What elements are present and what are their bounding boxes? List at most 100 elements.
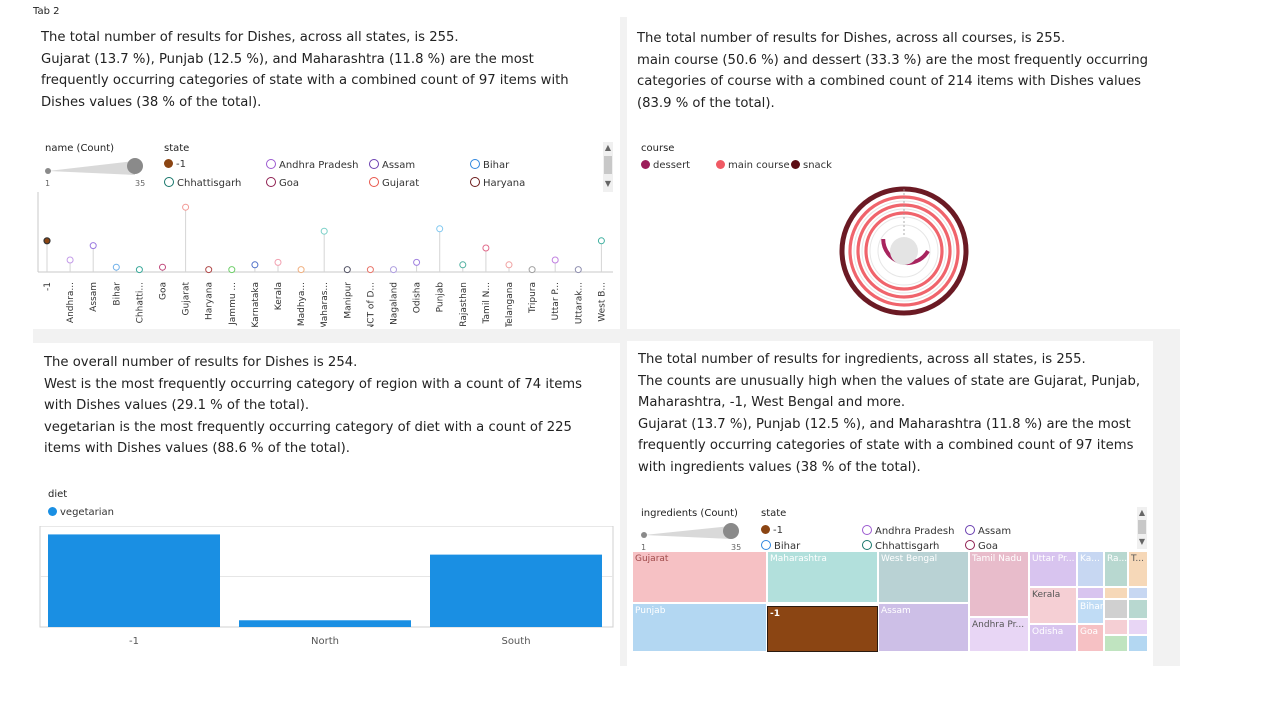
panel4-summary: The total number of results for ingredie… <box>638 349 1148 478</box>
bar <box>239 620 411 627</box>
treemap-cell-small[interactable] <box>1104 599 1128 619</box>
lollipop-point <box>251 261 259 269</box>
legend-marker <box>369 177 379 187</box>
treemap-cell[interactable]: Andhra Pr... <box>969 617 1029 652</box>
legend-item-state[interactable]: Goa <box>965 540 998 551</box>
legend-item-course[interactable]: dessert <box>641 160 690 171</box>
legend-item-diet[interactable]: vegetarian <box>48 507 114 518</box>
summary-line: The counts are unusually high when the v… <box>638 373 1141 411</box>
legend-marker <box>48 507 57 516</box>
scroll-thumb[interactable] <box>1138 520 1146 534</box>
treemap-cell[interactable]: Odisha <box>1029 624 1077 652</box>
legend-item-state[interactable]: Assam <box>965 525 1011 537</box>
legend-item-state[interactable]: Chhattisgarh <box>164 177 241 189</box>
treemap-cell-small[interactable] <box>1077 587 1104 599</box>
legend-item-state[interactable]: Andhra Pradesh <box>862 525 954 537</box>
bar-chart: -1 North South <box>39 526 614 647</box>
size-legend-slider[interactable] <box>43 157 147 183</box>
treemap-cell-small[interactable] <box>1128 587 1148 599</box>
x-tick-label: South <box>501 636 530 647</box>
treemap-cell-small[interactable] <box>1104 619 1128 635</box>
treemap-label: Odisha <box>1032 627 1064 637</box>
legend-item-state[interactable]: Andhra Pradesh <box>266 159 358 171</box>
size-legend-slider[interactable] <box>639 522 743 546</box>
treemap-cell[interactable]: T... <box>1128 551 1148 587</box>
legend-item-course[interactable]: snack <box>791 160 832 171</box>
legend-scrollbar[interactable]: ▲ ▼ <box>1137 507 1147 549</box>
panel-dishes-by-region: The overall number of results for Dishes… <box>33 343 620 666</box>
treemap-label: Tamil Nadu <box>972 554 1022 564</box>
legend-label: Andhra Pradesh <box>279 160 359 171</box>
treemap-label: Gujarat <box>635 554 669 564</box>
lollipop-chart: -1 Andhra... Assam Bihar Chhatti... Goa Gujara… <box>37 192 613 327</box>
x-tick-label: Manipur <box>343 282 353 319</box>
treemap-cell[interactable]: Ka... <box>1077 551 1104 587</box>
summary-line: Gujarat (13.7 %), Punjab (12.5 %), and M… <box>41 51 569 110</box>
legend-item-state[interactable]: Bihar <box>761 540 800 551</box>
summary-line: main course (50.6 %) and dessert (33.3 %… <box>637 52 1149 111</box>
treemap-label: Ka... <box>1080 554 1100 564</box>
treemap-cell[interactable]: Gujarat <box>632 551 767 603</box>
lollipop-point <box>274 258 282 266</box>
radial-chart <box>839 186 969 316</box>
legend-item-course[interactable]: main course <box>716 160 790 171</box>
lollipop-point <box>413 258 421 266</box>
treemap-cell[interactable]: Bihar <box>1077 599 1104 624</box>
size-legend-min: 1 <box>45 179 51 188</box>
treemap-cell[interactable]: Ra... <box>1104 551 1128 587</box>
color-legend-title: state <box>164 143 190 154</box>
lollipop-point <box>135 266 143 274</box>
treemap-cell[interactable]: Goa <box>1077 624 1104 652</box>
legend-item-state[interactable]: -1 <box>164 159 186 170</box>
treemap-cell-small[interactable] <box>1104 587 1128 599</box>
legend-label: Gujarat <box>382 178 420 189</box>
treemap-cell[interactable]: Assam <box>878 603 969 652</box>
treemap-cell[interactable]: -1 <box>767 606 878 652</box>
legend-item-state[interactable]: Assam <box>369 159 415 171</box>
panel-dishes-by-state: The total number of results for Dishes, … <box>33 17 620 329</box>
legend-label: Assam <box>382 160 416 171</box>
treemap-label: Kerala <box>1032 590 1061 600</box>
treemap-label: West Bengal <box>881 554 938 564</box>
legend-item-state[interactable]: Chhattisgarh <box>862 540 939 551</box>
lollipop-point <box>205 266 213 274</box>
legend-item-state[interactable]: Goa <box>266 177 299 189</box>
treemap-cell-small[interactable] <box>1128 619 1148 635</box>
lollipop-point <box>89 242 97 250</box>
scroll-up-arrow[interactable]: ▲ <box>604 143 612 152</box>
summary-line: The overall number of results for Dishes… <box>44 355 358 370</box>
treemap-cell[interactable]: Punjab <box>632 603 767 652</box>
treemap-label: Bihar <box>1080 602 1104 612</box>
x-tick-label: Chhatti... <box>135 282 145 323</box>
x-tick-label: Punjab <box>436 282 446 313</box>
treemap-cell[interactable]: West Bengal <box>878 551 969 603</box>
scroll-down-arrow[interactable]: ▼ <box>604 179 612 188</box>
x-tick-label: Uttar P... <box>551 282 561 320</box>
lollipop-point <box>182 203 190 211</box>
legend-marker <box>369 159 379 169</box>
size-legend-max: 35 <box>135 179 146 188</box>
treemap-cell[interactable]: Tamil Nadu <box>969 551 1029 617</box>
legend-marker <box>641 160 650 169</box>
legend-item-state[interactable]: Haryana <box>470 177 525 189</box>
lollipop-point <box>505 261 513 269</box>
scroll-thumb[interactable] <box>604 156 612 174</box>
treemap-cell-small[interactable] <box>1128 635 1148 652</box>
treemap-cell[interactable]: Maharashtra <box>767 551 878 603</box>
legend-scrollbar[interactable]: ▲ ▼ <box>603 142 613 192</box>
treemap-cell-small[interactable] <box>1104 635 1128 652</box>
legend-label: Bihar <box>483 160 510 171</box>
x-tick-label: Kerala <box>274 282 284 310</box>
panel3-summary: The overall number of results for Dishes… <box>44 352 604 460</box>
legend-item-state[interactable]: Gujarat <box>369 177 419 189</box>
scroll-up-arrow[interactable]: ▲ <box>1138 508 1146 517</box>
legend-item-state[interactable]: Bihar <box>470 159 509 171</box>
legend-item-state[interactable]: -1 <box>761 525 783 536</box>
lollipop-point <box>66 256 74 264</box>
scroll-down-arrow[interactable]: ▼ <box>1138 537 1146 546</box>
treemap-cell[interactable]: Kerala <box>1029 587 1077 624</box>
treemap-cell-small[interactable] <box>1128 599 1148 619</box>
legend-label: Bihar <box>774 541 801 551</box>
tab-label[interactable]: Tab 2 <box>33 6 60 17</box>
treemap-cell[interactable]: Uttar Pr... <box>1029 551 1077 587</box>
